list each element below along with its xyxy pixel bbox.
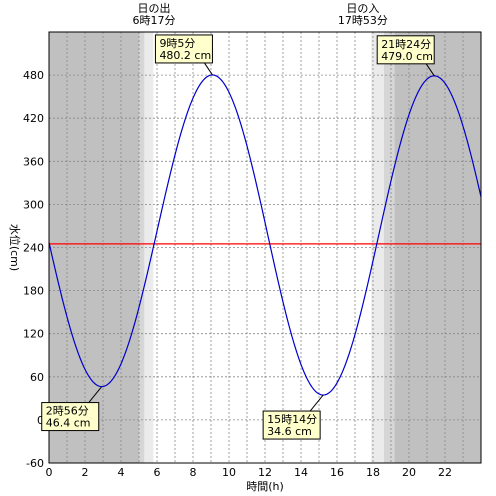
- x-tick-label: 10: [222, 466, 236, 479]
- x-tick-label: 6: [154, 466, 161, 479]
- y-tick-label: 0: [37, 414, 44, 427]
- callout-value: 46.4 cm: [46, 417, 91, 430]
- y-tick-label: 420: [23, 112, 44, 125]
- x-tick-label: 0: [46, 466, 53, 479]
- callout-time: 21時24分: [381, 38, 431, 51]
- callout-time: 2時56分: [46, 405, 89, 418]
- band-twilight_light-2: [144, 32, 154, 463]
- callout-time: 9時5分: [159, 37, 195, 50]
- callout-pointer: [425, 63, 435, 77]
- y-tick-label: 480: [23, 69, 44, 82]
- y-tick-label: -60: [26, 457, 44, 470]
- x-tick-label: 18: [366, 466, 380, 479]
- plot-frame: [48, 31, 482, 464]
- x-tick-label: 2: [82, 466, 89, 479]
- x-tick-label: 4: [118, 466, 125, 479]
- callout-value: 479.0 cm: [381, 50, 433, 63]
- x-tick-label: 12: [258, 466, 272, 479]
- sunset-time: 17時53分: [338, 14, 388, 27]
- y-tick-label: 240: [23, 242, 44, 255]
- callout-box: [41, 402, 100, 432]
- y-axis-label: 水位(cm): [8, 224, 22, 271]
- x-tick-label: 8: [190, 466, 197, 479]
- callout-value: 480.2 cm: [159, 49, 211, 62]
- y-tick-label: 60: [30, 371, 44, 384]
- y-tick-label: 120: [23, 328, 44, 341]
- callout-box: [154, 34, 213, 64]
- sunrise-time: 6時17分: [133, 14, 176, 27]
- callout-pointer: [88, 386, 103, 403]
- y-tick-label: 180: [23, 285, 44, 298]
- x-tick-label: 16: [330, 466, 344, 479]
- callout-value: 34.6 cm: [267, 425, 312, 438]
- callout-pointer: [204, 62, 213, 76]
- plot-border: [48, 31, 482, 464]
- x-tick-label: 14: [294, 466, 308, 479]
- callout-box: [262, 410, 321, 440]
- y-tick-label: 300: [23, 198, 44, 211]
- y-tick-label: 360: [23, 155, 44, 168]
- callout-time: 15時14分: [267, 413, 317, 426]
- x-axis-label: 時間(h): [246, 480, 284, 493]
- tide-line: [48, 74, 482, 396]
- callout-box: [376, 35, 435, 65]
- callout-pointer: [309, 394, 324, 412]
- x-tick-label: 22: [438, 466, 452, 479]
- x-tick-label: 20: [402, 466, 416, 479]
- tide-series: [48, 74, 482, 396]
- sunrise-label: 日の出: [138, 1, 171, 15]
- tick-labels: 0 2 4 6 8 10 12 14 16 18 20 22-60060120180240300360…: [23, 69, 452, 479]
- sunset-label: 日の入: [346, 2, 379, 15]
